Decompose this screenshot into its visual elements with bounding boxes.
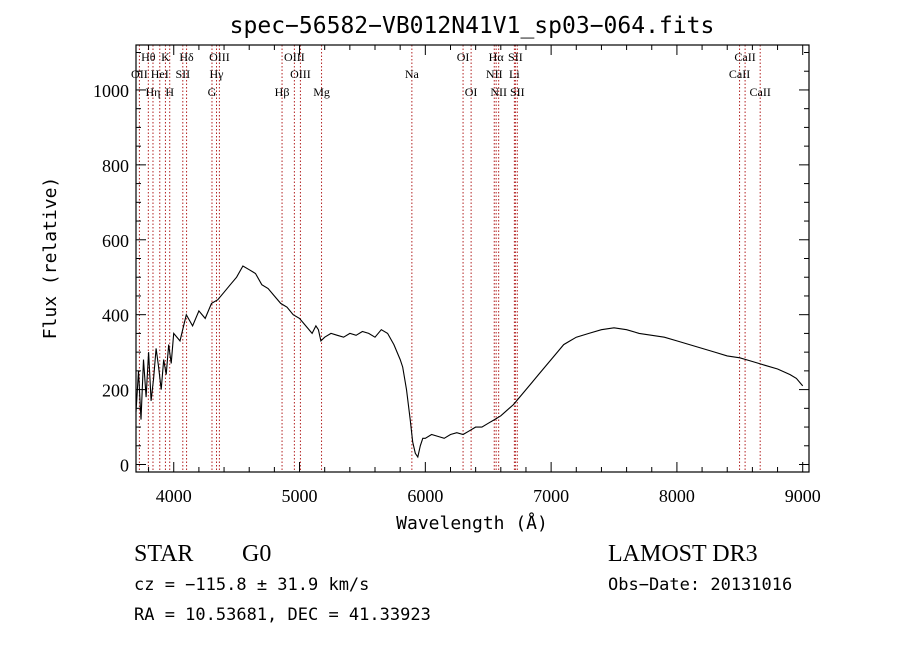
spectral-line-label-2: Hη [146,85,161,99]
x-tick-label: 5000 [282,486,318,506]
spectral-line-label-16: OI [457,50,470,64]
y-tick-label: 800 [102,156,129,176]
spectral-line-label-6: SII [175,67,190,81]
spectral-line-label-25: CaII [729,67,750,81]
y-tick-label: 200 [102,381,129,401]
spectral-line-label-5: H [165,85,174,99]
x-tick-label: 6000 [407,486,443,506]
spectral-line-label-10: G [208,85,217,99]
survey-name: LAMOST DR3 [608,541,758,567]
spectral-line-label-14: Mg [313,85,330,99]
spectral-line-label-17: OI [465,85,478,99]
spectral-line-markers [138,45,761,472]
spectral-line-label-1: OII [131,67,148,81]
spectral-line-label-23: SII [510,85,525,99]
spectral-line-label-26: CaII [750,85,771,99]
spectral-line-label-24: CaII [734,50,755,64]
spectral-line-label-15: Na [405,67,420,81]
chart-title: spec−56582−VB012N41V1_sp03−064.fits [230,13,715,39]
plot-frame [135,44,810,473]
object-subclass: G0 [242,541,271,567]
y-tick-label: 1000 [93,81,129,101]
spectrum-line [135,265,804,459]
x-axis-ticks: 4000 5000 6000 7000 8000 9000 [148,45,821,506]
spectral-line-label-7: Hδ [179,50,194,64]
coordinates: RA = 10.53681, DEC = 41.33923 [134,605,431,625]
object-class: STAR [134,541,193,567]
spectral-line-label-12: OIII [290,67,311,81]
spectral-line-label-3: HeI [151,67,169,81]
spectral-line-label-0: Hθ [141,50,156,64]
y-tick-label: 600 [102,231,129,251]
spectral-line-label-13: Hβ [275,85,290,99]
spectral-line-label-19: NII [486,67,503,81]
spectral-line-label-21: SII [508,50,523,64]
x-tick-label: 7000 [533,486,569,506]
spectral-line-label-11: OIII [284,50,305,64]
y-axis-ticks: 0 200 400 600 800 1000 [93,51,809,476]
spectral-line-label-9: Hγ [210,67,225,81]
redshift-cz: cz = −115.8 ± 31.9 km/s [134,575,369,595]
y-axis-label: Flux (relative) [40,177,61,340]
x-tick-label: 4000 [156,486,192,506]
y-tick-label: 0 [120,456,129,476]
spectral-line-label-18: Hα [489,50,505,64]
spectral-line-label-20: NII [490,85,507,99]
observation-date: Obs−Date: 20131016 [608,575,792,595]
x-axis-label: Wavelength (Å) [396,512,548,534]
spectral-line-label-4: K [161,50,170,64]
x-tick-label: 9000 [785,486,821,506]
y-tick-label: 400 [102,306,129,326]
spectral-line-label-22: Li [509,67,520,81]
spectral-line-label-8: OIII [209,50,230,64]
x-tick-label: 8000 [659,486,695,506]
